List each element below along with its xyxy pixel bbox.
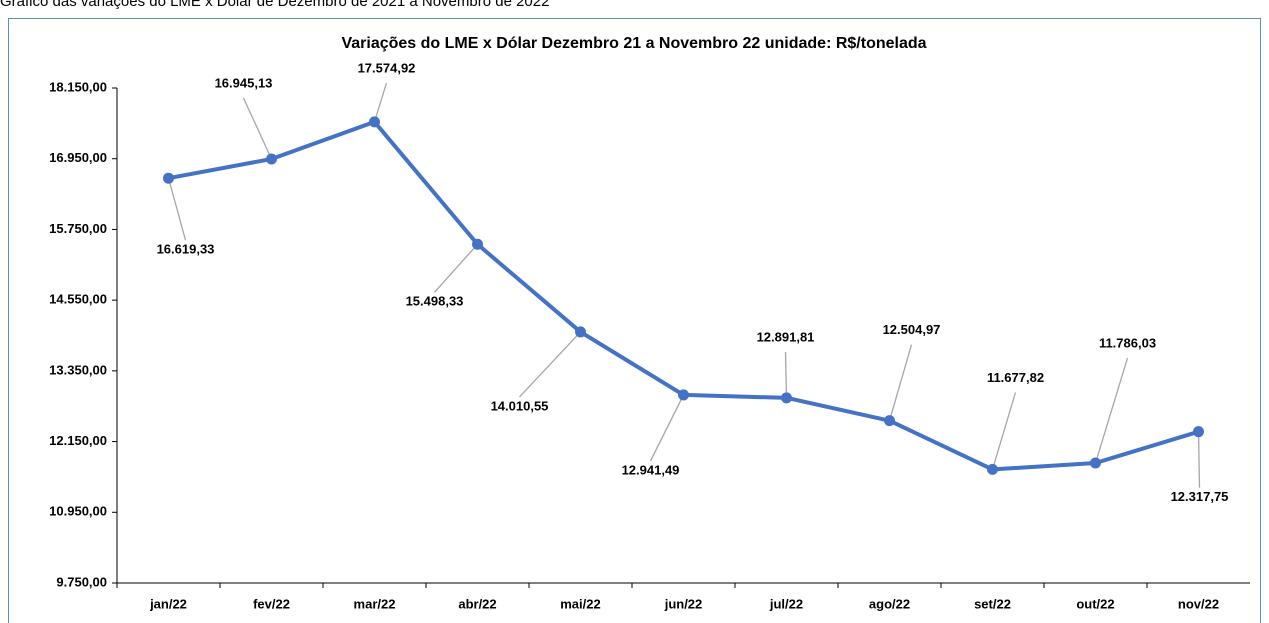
caption: Gráfico das variações do LME x Dólar de …	[0, 0, 549, 10]
y-tick-label: 9.750,00	[56, 574, 107, 589]
x-tick-label: fev/22	[253, 596, 290, 611]
data-label: 16.945,13	[215, 75, 273, 90]
data-point	[678, 389, 689, 401]
data-point	[163, 172, 174, 184]
data-label: 16.619,33	[157, 242, 215, 257]
leader-line	[242, 97, 273, 160]
leader-line	[888, 344, 913, 421]
leader-line	[1197, 431, 1201, 488]
data-point	[1193, 426, 1204, 438]
x-tick-label: set/22	[974, 596, 1011, 611]
y-tick-label: 14.550,00	[49, 292, 107, 307]
x-tick-label: mai/22	[560, 596, 600, 611]
leader-line	[784, 351, 788, 398]
y-tick-label: 18.150,00	[49, 79, 107, 94]
y-tick-label: 10.950,00	[49, 504, 107, 519]
y-tick-label: 12.150,00	[49, 433, 107, 448]
leader-line	[991, 392, 1017, 470]
chart-frame	[8, 18, 1261, 623]
leader-line	[167, 178, 187, 241]
x-tick-label: ago/22	[869, 596, 910, 611]
data-label: 11.786,03	[1099, 335, 1156, 350]
data-label: 12.891,81	[757, 329, 815, 344]
data-point	[987, 463, 998, 475]
leader-line	[373, 82, 388, 123]
x-tick-label: jun/22	[664, 596, 703, 611]
data-label: 15.498,33	[406, 294, 464, 309]
y-tick-label: 15.750,00	[49, 221, 107, 236]
leader-line	[1094, 357, 1129, 464]
data-label: 17.574,92	[358, 60, 416, 75]
leader-line	[519, 331, 581, 398]
data-point	[884, 415, 895, 427]
leader-line	[649, 394, 685, 462]
data-label: 14.010,55	[491, 398, 549, 413]
x-tick-label: mar/22	[354, 596, 396, 611]
chart-title: Variações do LME x Dólar Dezembro 21 a N…	[341, 35, 926, 52]
data-label: 12.504,97	[883, 322, 941, 337]
x-tick-label: jan/22	[149, 596, 187, 611]
y-tick-label: 16.950,00	[49, 150, 107, 165]
data-point	[266, 153, 277, 165]
data-label: 12.317,75	[1171, 489, 1229, 504]
x-tick-label: jul/22	[769, 596, 803, 611]
data-point	[472, 238, 483, 250]
data-label: 12.941,49	[622, 462, 680, 477]
x-tick-label: abr/22	[458, 596, 496, 611]
x-tick-label: nov/22	[1178, 596, 1219, 611]
data-point	[575, 326, 586, 338]
y-tick-label: 13.350,00	[49, 362, 107, 377]
leader-line	[434, 243, 478, 293]
data-point	[1090, 457, 1101, 469]
data-point	[369, 116, 380, 128]
data-point	[781, 392, 792, 404]
x-tick-label: out/22	[1076, 596, 1114, 611]
data-label: 11.677,82	[987, 370, 1044, 385]
